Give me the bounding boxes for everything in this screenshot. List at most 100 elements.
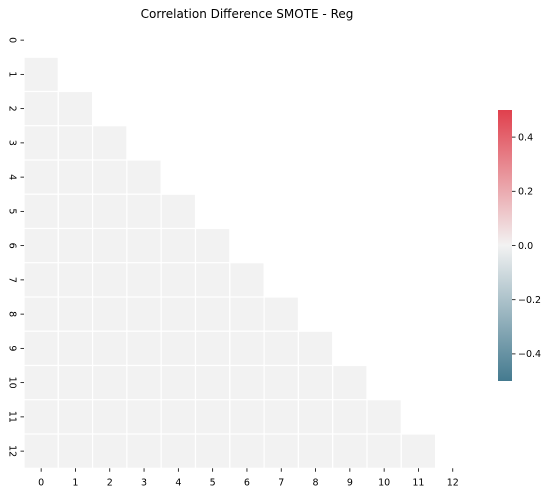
heatmap-cell-r11-c10	[366, 399, 402, 435]
heatmap-cell-r7-c0	[23, 262, 59, 298]
heatmap-cell-r6-c5	[194, 227, 231, 264]
heatmap-cell-r8-c6	[229, 296, 265, 332]
heatmap-cell-r7-c1	[57, 262, 94, 298]
x-tick-label-4: 4	[175, 477, 181, 488]
heatmap-cell-r10-c9	[332, 364, 368, 401]
heatmap-cell-r5-c4	[160, 193, 197, 230]
heatmap-cell-r6-c2	[91, 227, 128, 264]
heatmap-cell-r11-c9	[332, 399, 368, 435]
heatmap-cell-r4-c0	[23, 159, 59, 195]
heatmap-cell-r7-c3	[126, 262, 162, 298]
heatmap-cell-r2-c1	[57, 90, 94, 127]
heatmap-cell-r12-c9	[332, 433, 368, 469]
heatmap-cell-r11-c6	[229, 399, 265, 435]
x-tick-label-10: 10	[378, 477, 390, 488]
y-tick-label-8: 8	[7, 311, 18, 317]
heatmap-cell-r6-c3	[126, 227, 162, 264]
heatmap-cell-r3-c1	[57, 125, 94, 161]
heatmap-cell-r10-c1	[57, 364, 94, 401]
heatmap-cell-r8-c2	[91, 296, 128, 332]
heatmap-cell-r9-c6	[229, 330, 265, 367]
heatmap-cell-r11-c1	[57, 399, 94, 435]
heatmap-cell-r12-c2	[91, 433, 128, 469]
y-tick-label-2: 2	[7, 106, 18, 112]
y-tick-label-6: 6	[7, 243, 18, 249]
heatmap-cell-r12-c6	[229, 433, 265, 469]
heatmap-cell-r9-c5	[194, 330, 231, 367]
heatmap-cell-r7-c6	[229, 262, 265, 298]
colorbar-tick-label: −0.2	[518, 295, 541, 306]
heatmap-cell-r5-c0	[23, 193, 59, 230]
heatmap-cell-r12-c3	[126, 433, 162, 469]
heatmap-cell-r7-c4	[160, 262, 197, 298]
x-tick-label-0: 0	[38, 477, 44, 488]
heatmap-cell-r12-c8	[297, 433, 334, 469]
heatmap-cell-r4-c2	[91, 159, 128, 195]
colorbar: −0.4 −0.2 0.0 0.2 0.4	[498, 110, 541, 381]
y-tick-label-1: 1	[7, 71, 18, 77]
heatmap-cell-r12-c4	[160, 433, 197, 469]
heatmap-cell-r9-c0	[23, 330, 59, 367]
x-tick-label-5: 5	[210, 477, 216, 488]
heatmap-cell-r10-c4	[160, 364, 197, 401]
colorbar-ticks: −0.4 −0.2 0.0 0.2 0.4	[512, 132, 541, 360]
y-tick-label-4: 4	[7, 174, 18, 180]
heatmap-cell-r10-c6	[229, 364, 265, 401]
colorbar-tick-label: 0.0	[518, 241, 533, 252]
heatmap-cell-r12-c0	[23, 433, 59, 469]
y-tick-label-10: 10	[7, 377, 18, 389]
heatmap-cell-r1-c0	[23, 56, 59, 93]
heatmap-cell-r10-c2	[91, 364, 128, 401]
colorbar-gradient	[498, 110, 512, 381]
heatmap-cell-r10-c5	[194, 364, 231, 401]
heatmap-cell-r12-c7	[263, 433, 300, 469]
x-tick-label-7: 7	[278, 477, 284, 488]
y-tick-label-3: 3	[7, 140, 18, 146]
heatmap-cell-r10-c7	[263, 364, 300, 401]
y-tick-label-9: 9	[7, 345, 18, 351]
colorbar-tick-label: −0.4	[518, 349, 541, 360]
heatmap-cell-r12-c5	[194, 433, 231, 469]
heatmap-cell-r11-c4	[160, 399, 197, 435]
heatmap-cell-r7-c5	[194, 262, 231, 298]
heatmap-cell-r4-c3	[126, 159, 162, 195]
heatmap-cell-r10-c0	[23, 364, 59, 401]
y-tick-label-0: 0	[7, 37, 18, 43]
heatmap-cell-r9-c2	[91, 330, 128, 367]
heatmap-cell-r3-c0	[23, 125, 59, 161]
heatmap-cell-r12-c1	[57, 433, 94, 469]
heatmap-cell-r9-c7	[263, 330, 300, 367]
heatmap-cell-r9-c4	[160, 330, 197, 367]
heatmap-cell-r11-c8	[297, 399, 334, 435]
heatmap-cell-r4-c1	[57, 159, 94, 195]
heatmap-cell-r11-c7	[263, 399, 300, 435]
heatmap-cell-r2-c0	[23, 90, 59, 127]
heatmap-cell-r11-c3	[126, 399, 162, 435]
y-tick-label-11: 11	[7, 411, 18, 423]
heatmap-cell-r8-c7	[263, 296, 300, 332]
y-tick-label-7: 7	[7, 277, 18, 283]
colorbar-tick-label: 0.2	[518, 187, 533, 198]
colorbar-tick-label: 0.4	[518, 132, 533, 143]
heatmap-cell-r10-c3	[126, 364, 162, 401]
x-tick-label-2: 2	[107, 477, 113, 488]
heatmap-cell-r8-c5	[194, 296, 231, 332]
heatmap-cell-r8-c0	[23, 296, 59, 332]
heatmap-cell-r6-c4	[160, 227, 197, 264]
heatmap-cell-r9-c1	[57, 330, 94, 367]
x-tick-label-6: 6	[244, 477, 250, 488]
heatmap-cell-r12-c10	[366, 433, 402, 469]
heatmap-cell-r11-c5	[194, 399, 231, 435]
heatmap-cell-r7-c2	[91, 262, 128, 298]
heatmap-cell-r6-c0	[23, 227, 59, 264]
heatmap-cell-r6-c1	[57, 227, 94, 264]
heatmap-cell-r9-c8	[297, 330, 334, 367]
heatmap-cells	[23, 56, 437, 469]
x-tick-label-3: 3	[141, 477, 147, 488]
x-tick-label-9: 9	[347, 477, 353, 488]
heatmap-cell-r9-c3	[126, 330, 162, 367]
heatmap-cell-r5-c2	[91, 193, 128, 230]
heatmap-cell-r8-c1	[57, 296, 94, 332]
y-tick-label-5: 5	[7, 208, 18, 214]
